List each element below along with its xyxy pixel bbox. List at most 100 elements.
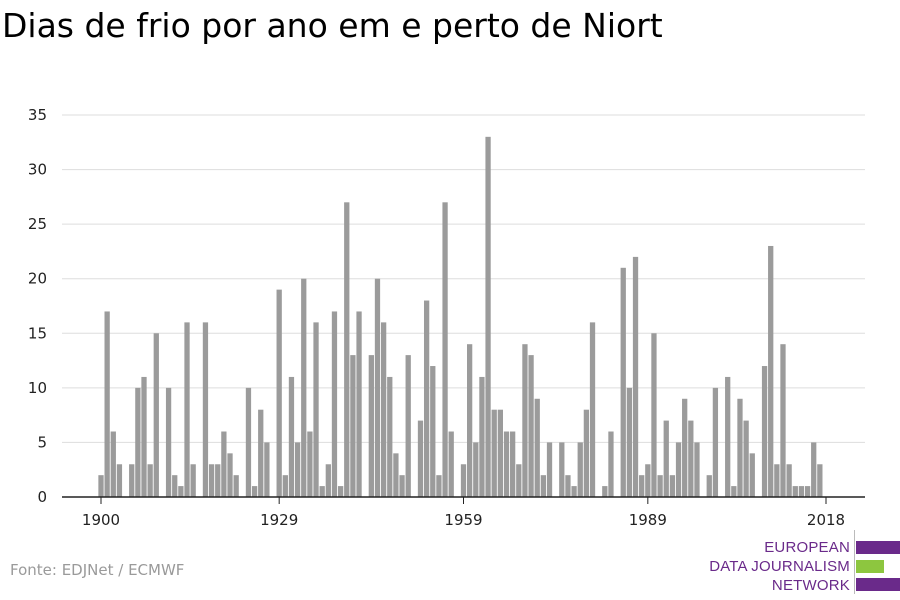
bar bbox=[190, 464, 196, 497]
bar bbox=[331, 311, 338, 497]
bar bbox=[393, 453, 399, 497]
bar bbox=[448, 431, 454, 497]
bar bbox=[534, 398, 540, 497]
logo-line-1: EUROPEAN bbox=[764, 539, 850, 556]
bar bbox=[399, 475, 405, 497]
bar bbox=[626, 387, 633, 497]
bar bbox=[737, 398, 743, 497]
bar bbox=[165, 387, 172, 497]
bar bbox=[651, 333, 657, 497]
logo-line-3: NETWORK bbox=[771, 577, 850, 594]
y-tick-label: 30 bbox=[28, 161, 47, 179]
bar bbox=[479, 376, 485, 497]
bar bbox=[682, 398, 688, 497]
bar bbox=[276, 289, 282, 497]
bar bbox=[540, 475, 547, 497]
bar bbox=[147, 464, 153, 497]
bar bbox=[178, 486, 184, 497]
bar bbox=[620, 267, 626, 497]
bar bbox=[129, 464, 135, 497]
x-axis-ticks: 1900 1929 1959 1989 2018 bbox=[82, 497, 845, 529]
bar bbox=[423, 300, 430, 497]
x-tick-label: 1929 bbox=[260, 511, 298, 529]
bar bbox=[712, 387, 719, 497]
y-tick-label: 35 bbox=[28, 106, 47, 124]
bar bbox=[694, 442, 700, 497]
bar bbox=[798, 486, 805, 497]
x-tick-label: 1959 bbox=[444, 511, 482, 529]
bar bbox=[675, 442, 682, 497]
bars bbox=[98, 136, 823, 497]
bar bbox=[792, 486, 798, 497]
bar bbox=[153, 333, 159, 497]
bar bbox=[632, 256, 639, 497]
bar bbox=[663, 420, 669, 497]
bar bbox=[319, 486, 325, 497]
bar bbox=[325, 464, 331, 497]
bar bbox=[602, 486, 608, 497]
bar bbox=[417, 420, 424, 497]
bar bbox=[208, 464, 215, 497]
bar bbox=[98, 475, 104, 497]
bar bbox=[510, 431, 516, 497]
bar bbox=[202, 322, 209, 497]
x-tick-label: 2018 bbox=[807, 511, 845, 529]
x-tick-label: 1989 bbox=[629, 511, 667, 529]
bar bbox=[251, 486, 258, 497]
y-axis-ticks: 0 5 10 15 20 25 30 35 bbox=[28, 106, 47, 506]
logo-bar-2 bbox=[856, 560, 884, 573]
bar bbox=[374, 278, 381, 497]
bar bbox=[473, 442, 479, 497]
bar bbox=[282, 475, 288, 497]
bar bbox=[811, 442, 817, 497]
bar bbox=[583, 409, 590, 497]
bar bbox=[110, 431, 116, 497]
bar bbox=[294, 442, 301, 497]
y-tick-label: 10 bbox=[28, 379, 47, 397]
bar bbox=[337, 486, 344, 497]
bar bbox=[774, 464, 780, 497]
bar bbox=[669, 475, 676, 497]
bar bbox=[589, 322, 596, 497]
y-tick-label: 25 bbox=[28, 215, 47, 233]
bar bbox=[491, 409, 497, 497]
bar bbox=[215, 464, 221, 497]
bar bbox=[442, 202, 448, 497]
bar bbox=[706, 475, 712, 497]
bar bbox=[104, 311, 110, 497]
bar bbox=[485, 136, 491, 497]
bar bbox=[731, 486, 737, 497]
bar bbox=[135, 387, 141, 497]
bar bbox=[288, 376, 295, 497]
bar bbox=[264, 442, 270, 497]
bar bbox=[460, 464, 467, 497]
bar bbox=[817, 464, 823, 497]
bar bbox=[344, 202, 350, 497]
bar bbox=[559, 442, 565, 497]
bar bbox=[522, 344, 528, 497]
bar bbox=[725, 376, 731, 497]
y-tick-label: 15 bbox=[28, 324, 47, 342]
bar bbox=[546, 442, 553, 497]
y-tick-label: 5 bbox=[37, 433, 47, 451]
x-tick-label: 1900 bbox=[82, 511, 120, 529]
bar bbox=[258, 409, 264, 497]
bar bbox=[430, 366, 436, 497]
chart-title: Dias de frio por ano em e perto de Niort bbox=[2, 6, 663, 45]
bar bbox=[356, 311, 362, 497]
y-tick-label: 20 bbox=[28, 270, 47, 288]
bar bbox=[571, 486, 577, 497]
bar bbox=[227, 453, 233, 497]
edjnet-logo: EUROPEAN DATA JOURNALISM NETWORK bbox=[700, 530, 900, 594]
bar bbox=[503, 431, 510, 497]
bar-chart: 0 5 10 15 20 25 30 35 1900 1929 1959 1989 2018 bbox=[28, 106, 865, 529]
bar bbox=[301, 278, 307, 497]
bar bbox=[688, 420, 694, 497]
bar bbox=[565, 475, 571, 497]
grid-lines bbox=[62, 114, 865, 443]
bar bbox=[467, 344, 473, 497]
bar bbox=[405, 355, 411, 497]
bar bbox=[516, 464, 522, 497]
bar bbox=[368, 355, 374, 497]
bar bbox=[497, 409, 503, 497]
